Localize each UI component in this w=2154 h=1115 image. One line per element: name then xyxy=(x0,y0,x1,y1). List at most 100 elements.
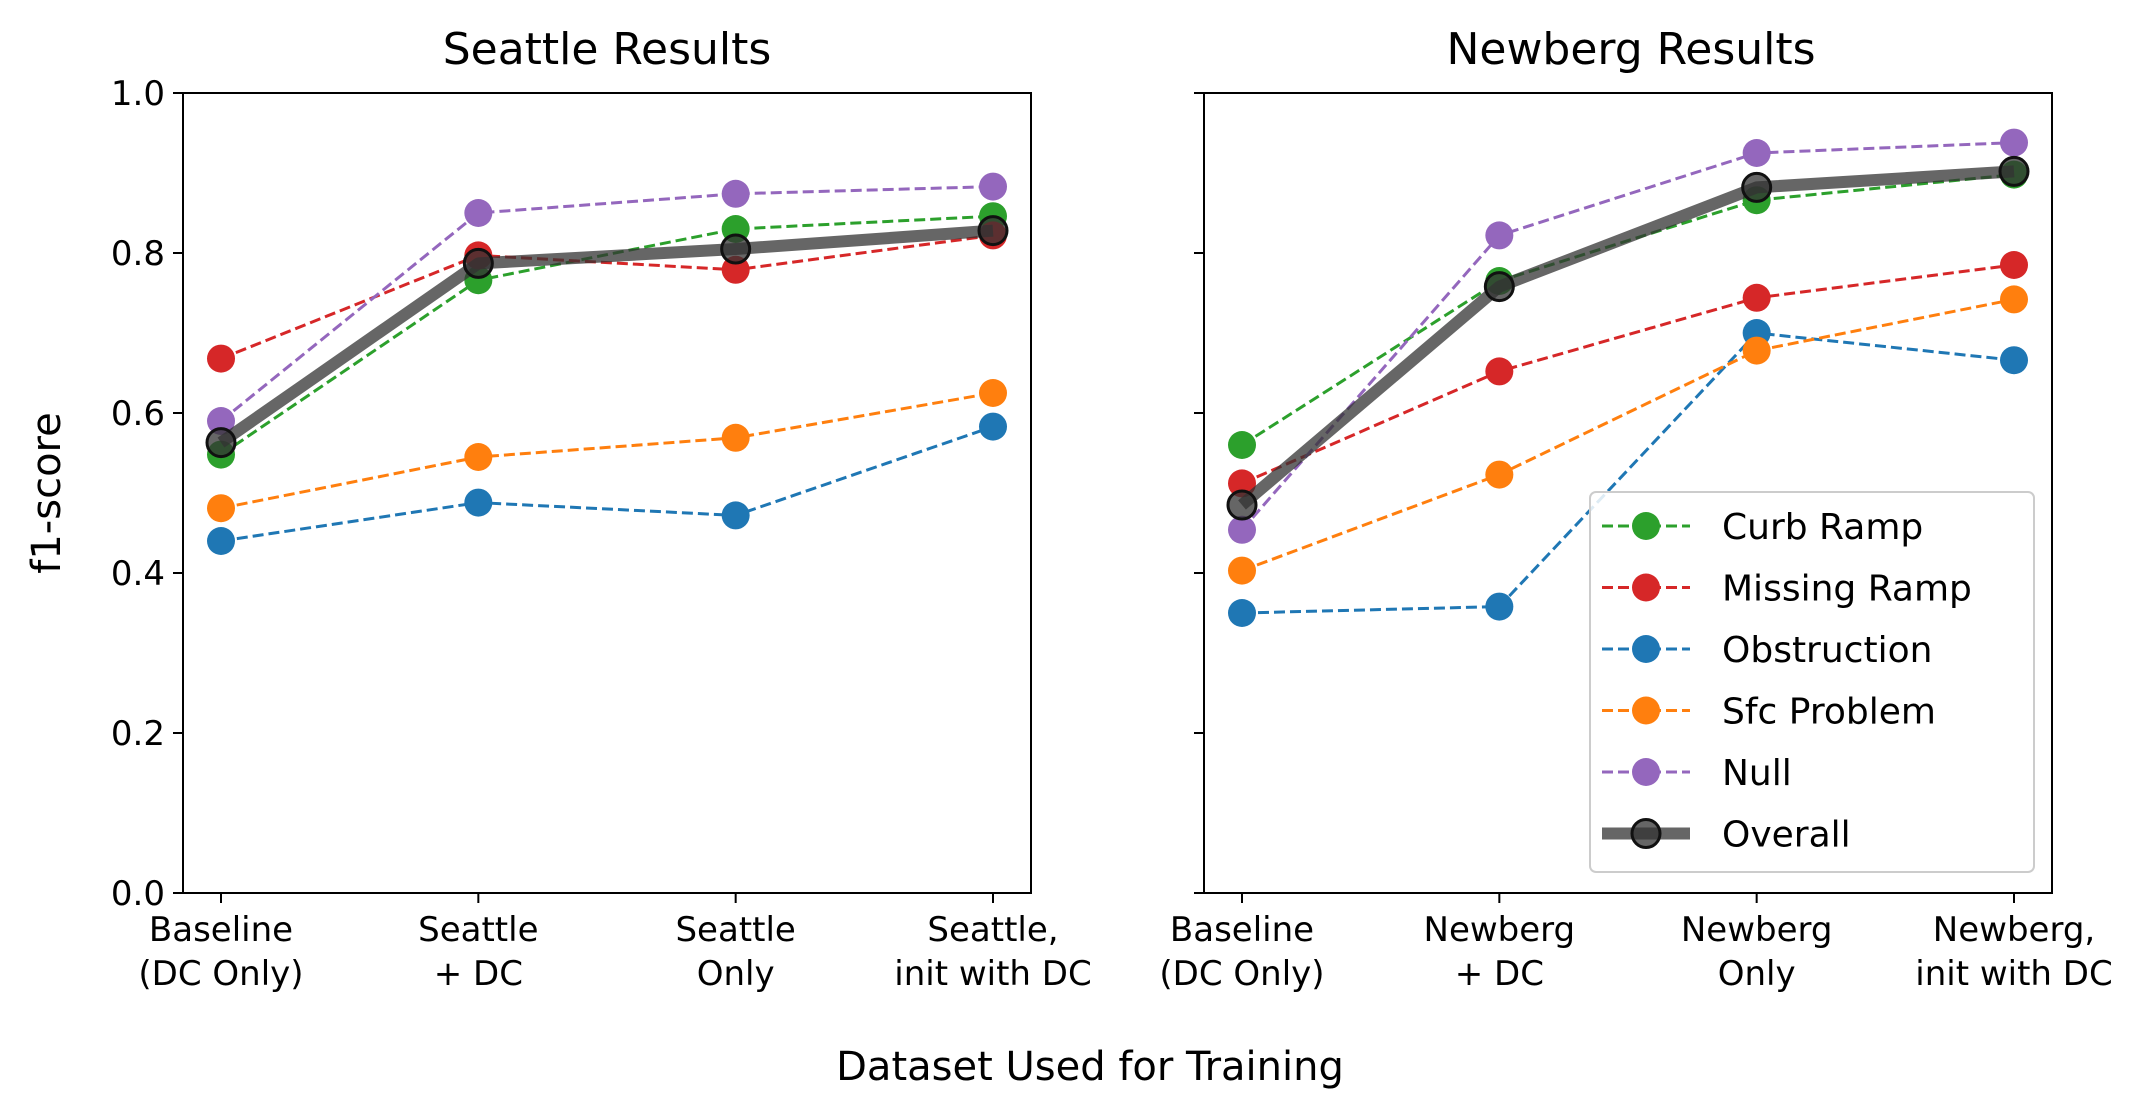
legend: Curb Ramp Missing Ramp Obstruction Sfc Prob… xyxy=(1589,491,2035,873)
legend-label: Overall xyxy=(1722,815,1851,856)
newberg-sfc-problem-point xyxy=(1485,460,1514,489)
newberg-x-tick-label: (DC Only) xyxy=(1159,954,1324,994)
newberg-missing-ramp-line xyxy=(1241,263,2015,485)
newberg-panel: Newberg Results Baseline(DC Only) Newberg… xyxy=(1159,24,2112,994)
x-axis-label: Dataset Used for Training xyxy=(836,1044,1344,1090)
seattle-sfc-problem-point xyxy=(721,423,750,452)
seattle-overall-line xyxy=(217,224,994,448)
seattle-missing-ramp-line xyxy=(220,233,994,360)
seattle-null-point xyxy=(979,172,1007,201)
seattle-null-line xyxy=(220,185,994,423)
legend-box xyxy=(1589,491,2035,873)
seattle-x-tick-label: + DC xyxy=(434,954,523,994)
seattle-sfc-problem-point xyxy=(207,494,235,523)
newberg-sfc-problem-point xyxy=(1742,336,1771,365)
legend-entry-null: Null xyxy=(1602,753,1792,794)
seattle-sfc-problem-line xyxy=(220,391,994,510)
seattle-y-tick-label: 0.4 xyxy=(111,554,165,594)
seattle-missing-ramp-point xyxy=(207,344,235,373)
newberg-overall-line xyxy=(1238,165,2015,510)
seattle-series-null xyxy=(207,172,1007,435)
seattle-x-ticks: Baseline(DC Only)Seattle+ DCSeattleOnlyS… xyxy=(138,893,1092,994)
newberg-missing-ramp-point xyxy=(2000,251,2028,279)
seattle-y-tick-label: 0.2 xyxy=(111,714,165,754)
newberg-overall-point xyxy=(1741,171,1773,203)
seattle-axes-frame xyxy=(182,92,1032,894)
newberg-null-point xyxy=(1228,515,1256,544)
legend-label: Sfc Problem xyxy=(1722,692,1936,733)
seattle-obstruction-point xyxy=(979,412,1007,441)
legend-swatch-marker xyxy=(1632,635,1660,663)
newberg-missing-ramp-point xyxy=(1742,283,1771,312)
newberg-x-tick-label: Baseline xyxy=(1170,910,1314,950)
seattle-title: Seattle Results xyxy=(443,24,772,75)
seattle-sfc-problem-point xyxy=(464,443,493,471)
legend-entry-missing-ramp: Missing Ramp xyxy=(1602,569,1972,610)
newberg-curb-ramp-point xyxy=(1228,431,1256,459)
legend-swatch-marker xyxy=(1632,696,1660,725)
seattle-panel: Seattle Results 0.0 0.2 0.4 0.6 0.8 1.0 Basel… xyxy=(111,24,1092,994)
seattle-series-sfc-problem xyxy=(207,379,1007,523)
seattle-overall-point xyxy=(205,427,237,459)
seattle-overall-point xyxy=(720,233,752,265)
legend-swatch-marker xyxy=(1630,818,1662,849)
seattle-overall-point xyxy=(462,247,494,279)
newberg-x-tick-label: + DC xyxy=(1455,954,1544,994)
legend-swatch-marker xyxy=(1632,573,1660,602)
newberg-x-tick-label: init with DC xyxy=(1915,954,2112,994)
newberg-axes-frame xyxy=(1203,92,2053,894)
y-axis-label: f1-score xyxy=(24,412,70,573)
seattle-x-tick-label: Seattle, xyxy=(927,910,1058,950)
seattle-x-tick-label: (DC Only) xyxy=(138,954,303,994)
seattle-y-tick-label: 0.6 xyxy=(111,394,165,434)
seattle-x-tick-label: Seattle xyxy=(675,910,795,950)
legend-entry-sfc-problem: Sfc Problem xyxy=(1602,692,1936,733)
newberg-y-ticks xyxy=(1194,92,1204,894)
seattle-overall-point xyxy=(977,215,1009,247)
seattle-null-point xyxy=(464,199,493,227)
newberg-missing-ramp-point xyxy=(1485,357,1514,386)
newberg-null-point xyxy=(1485,221,1514,250)
newberg-x-ticks: Baseline(DC Only)Newberg+ DCNewbergOnlyN… xyxy=(1159,893,2113,994)
seattle-y-tick-label: 0.8 xyxy=(111,234,165,274)
seattle-obstruction-line xyxy=(220,425,994,543)
legend-label: Obstruction xyxy=(1722,630,1932,671)
legend-entry-obstruction: Obstruction xyxy=(1602,630,1932,671)
seattle-series-obstruction xyxy=(207,412,1007,555)
legend-swatch-marker xyxy=(1632,758,1660,786)
newberg-series-sfc-problem xyxy=(1228,285,2028,585)
seattle-obstruction-point xyxy=(207,527,235,555)
newberg-overall-point xyxy=(1998,155,2030,187)
legend-swatch-marker xyxy=(1632,512,1660,540)
newberg-x-tick-label: Newberg xyxy=(1424,910,1576,950)
newberg-title: Newberg Results xyxy=(1446,24,1815,75)
legend-entry-curb-ramp: Curb Ramp xyxy=(1602,507,1923,548)
newberg-obstruction-point xyxy=(1228,599,1256,627)
newberg-overall-point xyxy=(1226,489,1258,521)
newberg-missing-ramp-point xyxy=(1228,469,1256,498)
newberg-overall-point xyxy=(1483,271,1515,303)
newberg-series-null xyxy=(1228,128,2028,544)
seattle-null-point xyxy=(207,407,235,435)
seattle-y-tick-label: 0.0 xyxy=(111,874,165,914)
legend-label: Null xyxy=(1722,753,1792,794)
seattle-y-ticks: 0.0 0.2 0.4 0.6 0.8 1.0 xyxy=(111,74,183,914)
seattle-x-tick-label: init with DC xyxy=(894,954,1091,994)
seattle-y-tick-label: 1.0 xyxy=(111,74,165,114)
seattle-obstruction-point xyxy=(721,501,750,530)
newberg-series-missing-ramp xyxy=(1228,251,2028,498)
legend-label: Missing Ramp xyxy=(1722,569,1972,610)
newberg-sfc-problem-point xyxy=(2000,285,2028,314)
newberg-null-point xyxy=(1742,139,1771,167)
newberg-null-line xyxy=(1240,141,2015,531)
legend-entry-overall: Overall xyxy=(1602,815,1851,856)
newberg-x-tick-label: Newberg, xyxy=(1933,910,2095,950)
newberg-sfc-problem-point xyxy=(1228,556,1256,585)
seattle-null-point xyxy=(721,179,750,208)
seattle-x-tick-label: Baseline xyxy=(149,910,293,950)
seattle-sfc-problem-point xyxy=(979,379,1007,407)
newberg-x-tick-label: Only xyxy=(1718,954,1796,994)
newberg-plot-marks xyxy=(1226,128,2030,627)
newberg-null-point xyxy=(2000,128,2028,157)
newberg-x-tick-label: Newberg xyxy=(1681,910,1833,950)
